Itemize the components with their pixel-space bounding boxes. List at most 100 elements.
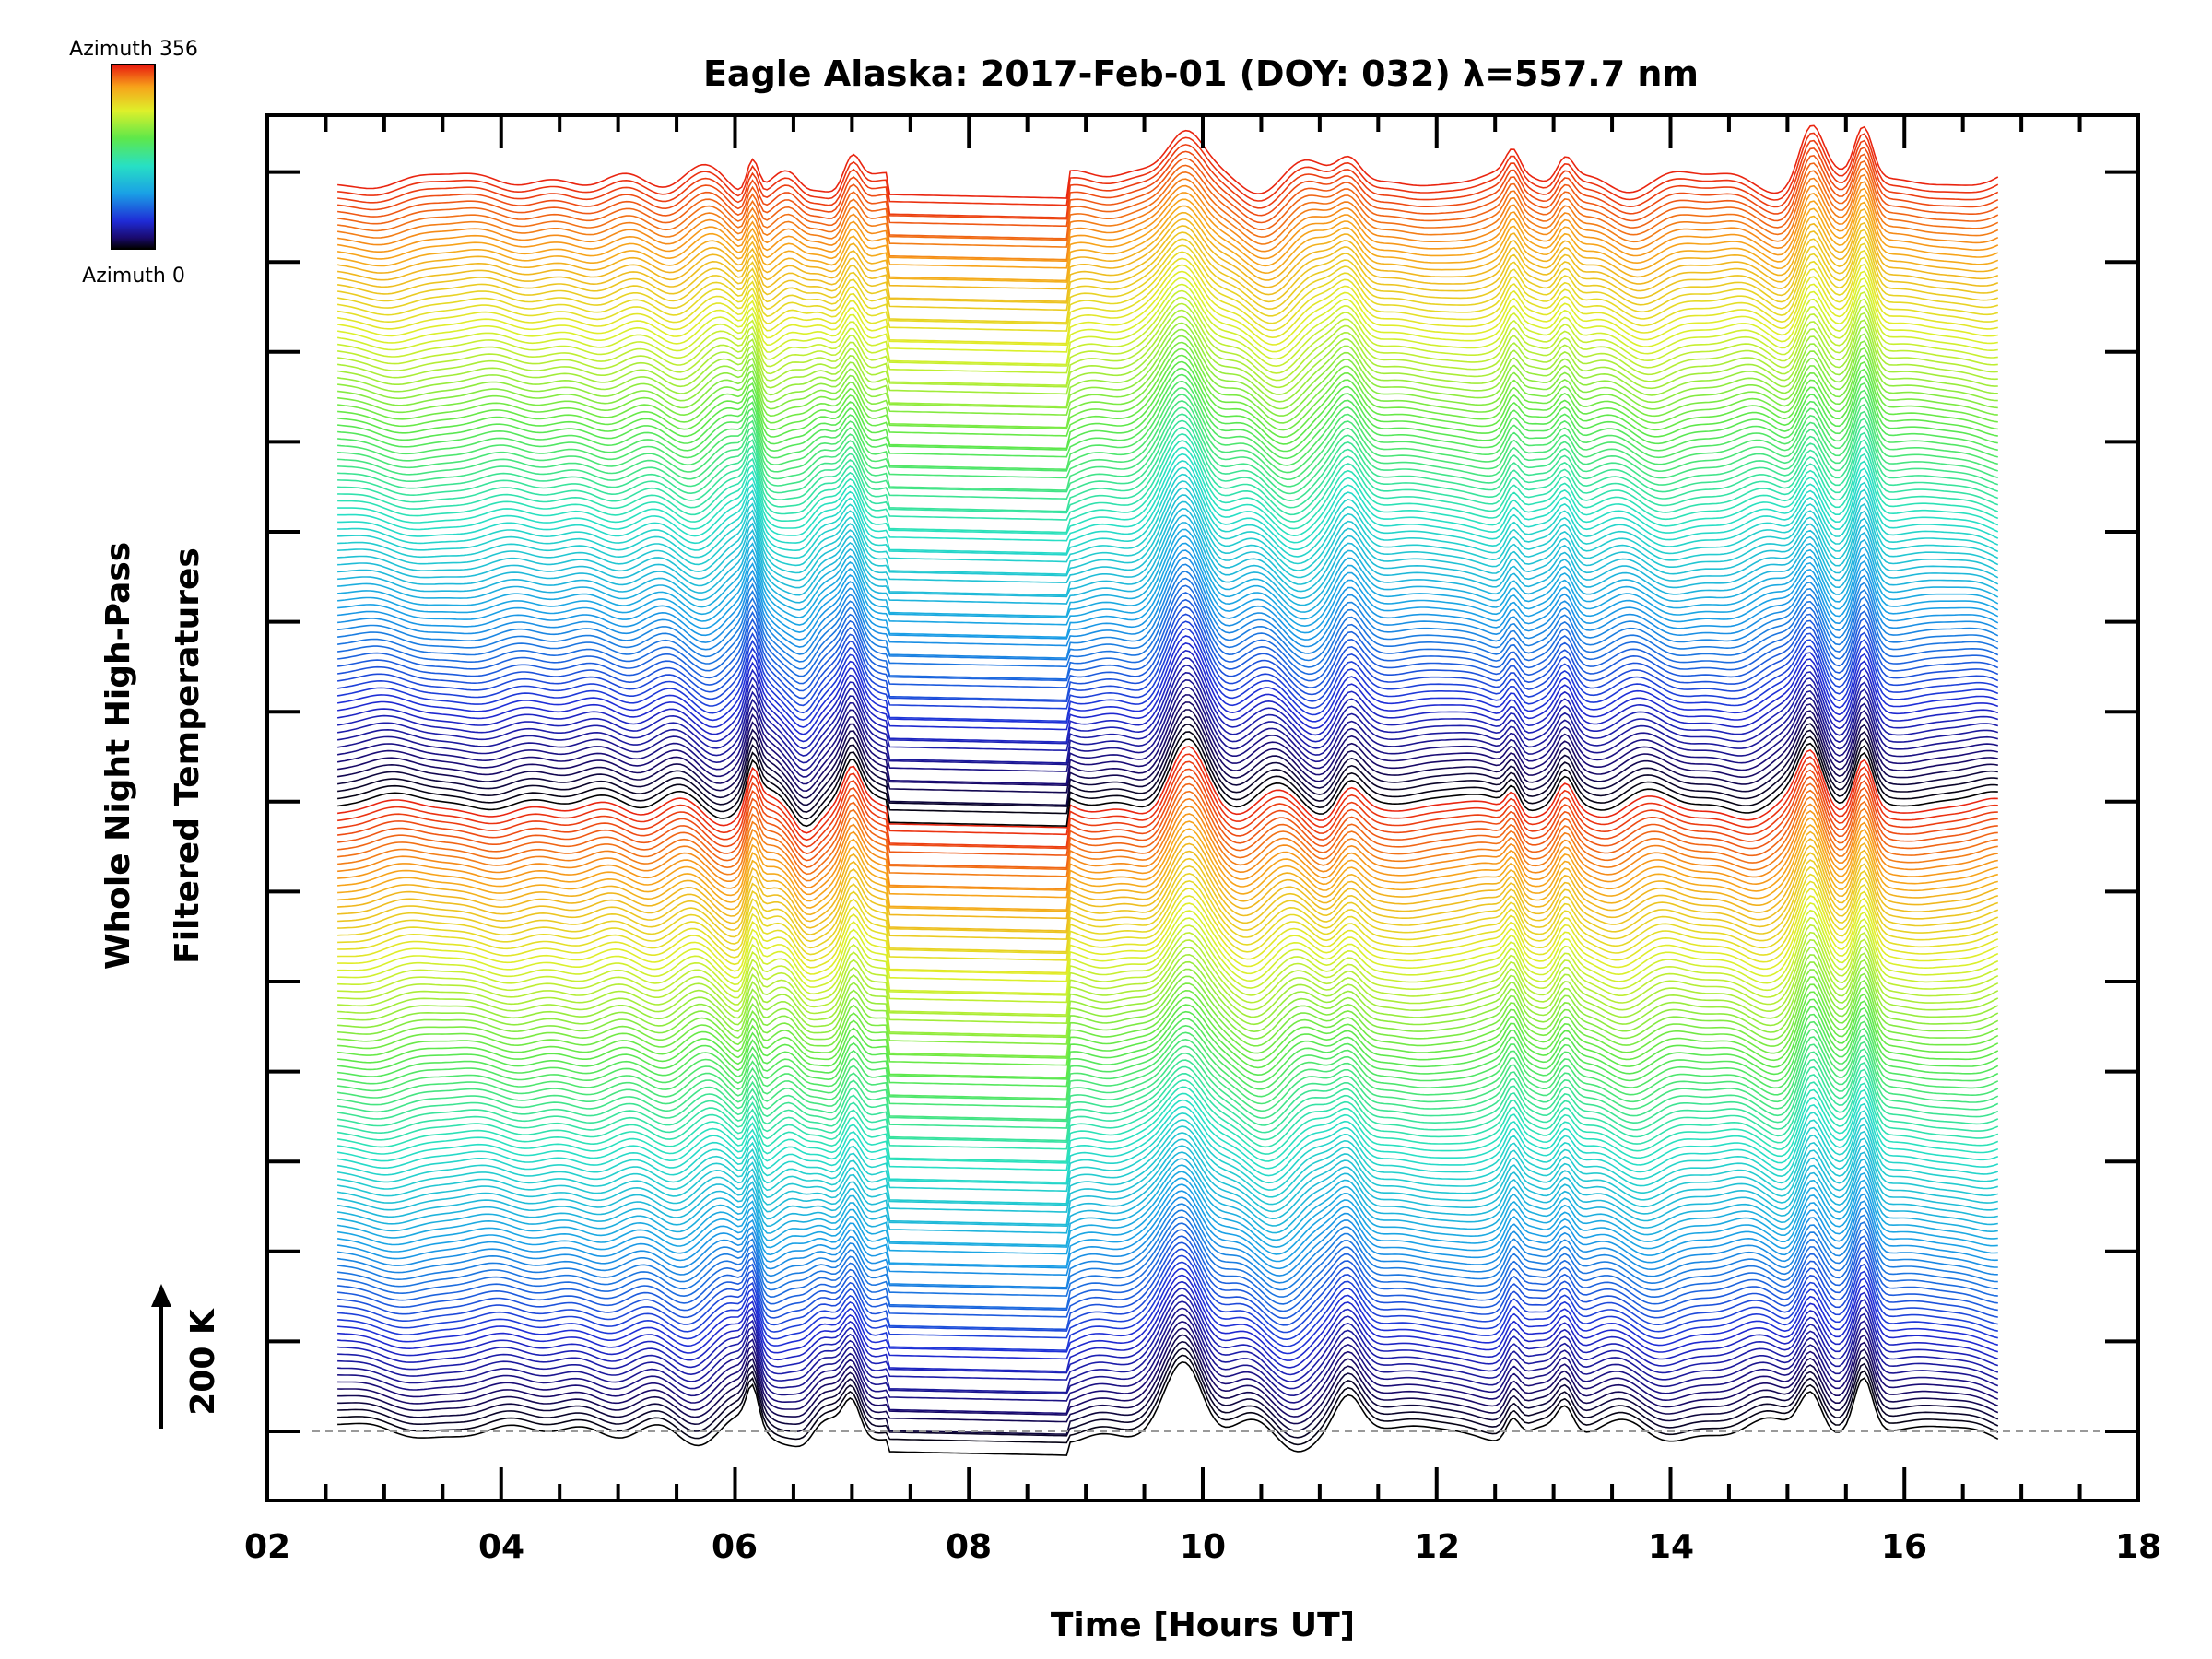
series-line [336,221,1999,303]
series-line [336,571,1999,663]
scale-arrow [151,1284,171,1429]
series-line [337,453,1999,544]
series-line [336,173,1999,248]
series-line [337,1360,1999,1456]
series-line [336,242,1999,324]
series-line [337,830,1998,916]
x-tick-label: 06 [712,1528,758,1566]
series-line [337,865,1999,953]
series-line [337,460,1999,555]
series-line [337,916,1999,996]
series-line [336,1096,1999,1171]
axis-ticks [265,115,2140,1500]
series-line [337,1254,1998,1341]
series-line [337,1013,1999,1088]
y-axis-label-line1: Whole Night High-Pass [100,542,137,970]
series-line [337,998,1999,1079]
series-line [336,598,1999,692]
series-line [336,1151,1998,1228]
series-line [337,946,1999,1025]
series-line [337,393,1999,481]
series-line [336,235,1999,312]
chart-title: Eagle Alaska: 2017-Feb-01 (DOY: 032) λ=5… [703,53,1699,94]
x-tick-label: 18 [2115,1528,2161,1566]
series-line [337,1280,1999,1372]
series-line [337,500,1999,596]
series-line [336,1054,1999,1129]
series-line [336,1068,1999,1144]
series-line [336,738,1998,828]
series-line [336,1034,1999,1109]
series-line [337,556,1999,648]
series-line [336,309,1998,389]
series-line [336,1183,1998,1267]
series-line [337,961,1999,1039]
series-line [336,1130,1999,1206]
series-line [337,535,1999,628]
series-line [337,1307,1999,1397]
series-line [337,480,1999,575]
series-line [337,1334,1999,1425]
series-line [336,701,1998,793]
x-tick-label: 02 [244,1528,290,1566]
colorbar [111,64,156,250]
series-line [337,1006,1999,1080]
series-line [336,1158,1998,1234]
series-line [336,146,1999,220]
series-line [336,139,1999,218]
series-line [336,789,1998,876]
series-line [336,753,1998,841]
series-line [336,1209,1998,1291]
series-line [336,208,1999,283]
series-line [336,347,1998,431]
series-line [337,931,1999,1016]
y-axis-label-line2: Filtered Temperatures [169,547,206,964]
series-line [336,775,1998,862]
series-line [337,124,1999,199]
series-line [337,1320,1999,1415]
series-line [337,494,1999,585]
series-line [337,1235,1998,1320]
colorbar-bottom-label: Azimuth 0 [82,265,185,288]
series-line [337,924,1999,1004]
colorbar-top-label: Azimuth 356 [69,38,198,61]
series-line [336,563,1999,659]
x-tick-label: 08 [946,1528,992,1566]
series-line [336,1041,1999,1121]
series-line [336,664,1999,757]
series-line [337,1248,1998,1334]
series-line [337,1294,1999,1382]
series-line [336,187,1999,262]
series-line [336,746,1998,834]
series-line [336,1137,1998,1213]
series-line [336,1048,1999,1123]
series-line [337,909,1999,994]
series-line [336,1222,1998,1310]
series-line [337,1300,1999,1394]
series-line [337,852,1999,935]
series-line [337,386,1999,474]
series-line [336,671,1999,764]
series-line [337,473,1999,565]
series-line [337,1241,1998,1331]
series-line [336,724,1998,813]
series-line [336,315,1998,395]
series-line [336,194,1999,269]
series-line [336,1203,1998,1288]
series-line [336,302,1998,387]
series-line [337,1287,1999,1376]
series-line [336,283,1998,366]
series-line [337,528,1999,620]
series-line [336,1196,1998,1277]
series-line [336,159,1999,240]
series-line [337,446,1999,537]
series-line [336,181,1999,261]
series-line [337,888,1999,974]
series-line [336,606,1999,701]
series-line [337,938,1999,1018]
series-line [336,1216,1998,1298]
series-line [336,731,1998,820]
series-line [336,1061,1999,1142]
series-line [336,592,1999,685]
